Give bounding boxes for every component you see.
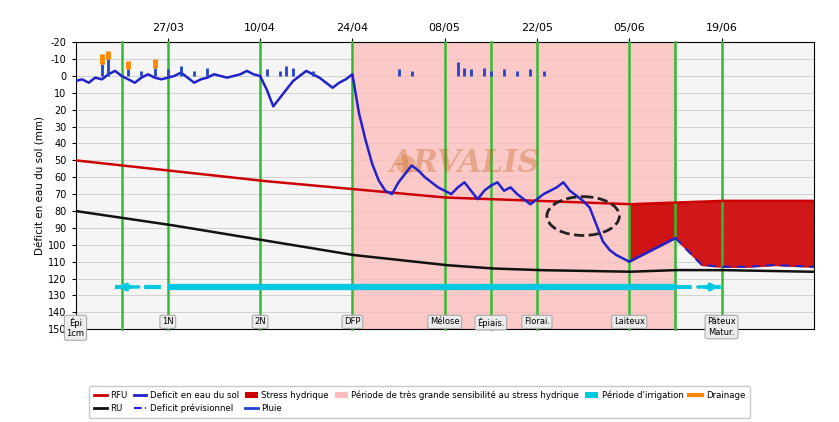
Legend: RFU, RU, Deficit en eau du sol, Deficit prévisionnel, Stress hydrique, Pluie, Pé: RFU, RU, Deficit en eau du sol, Deficit … (90, 386, 749, 418)
Text: Laiteux: Laiteux (614, 317, 644, 326)
Text: 2N: 2N (254, 317, 266, 326)
Text: Épi
1cm: Épi 1cm (66, 317, 85, 338)
Text: Florai.: Florai. (524, 317, 550, 326)
Text: ARVALIS: ARVALIS (389, 148, 539, 179)
Text: DFP: DFP (344, 317, 361, 326)
Text: ●: ● (394, 152, 416, 176)
Text: Mélose: Mélose (430, 317, 460, 326)
Text: 1N: 1N (162, 317, 174, 326)
Bar (352, 42, 675, 329)
Text: Épiais.: Épiais. (477, 317, 504, 328)
Text: Pâteux
Matur.: Pâteux Matur. (707, 317, 736, 337)
Y-axis label: Déficit en eau du sol (mm): Déficit en eau du sol (mm) (35, 116, 45, 255)
